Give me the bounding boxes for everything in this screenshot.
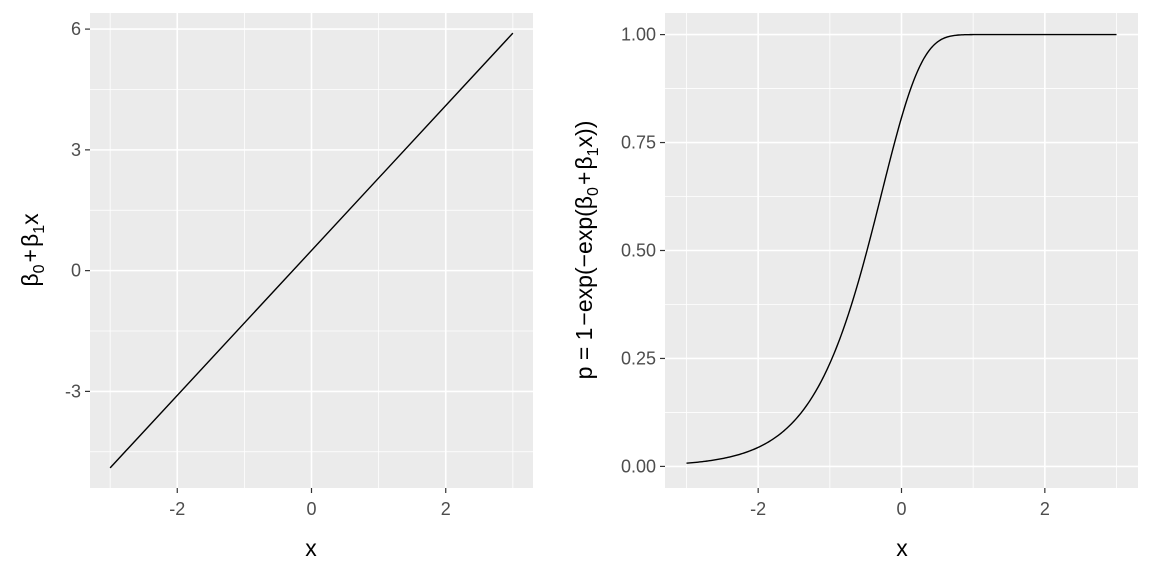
- left-ylabel-x: x: [17, 213, 43, 225]
- right-x-axis-title: x: [896, 535, 908, 561]
- right-series-line: [686, 33, 1117, 464]
- left-y-tick-label: 6: [71, 19, 81, 39]
- right-y-tick-label: 1.00: [621, 25, 656, 45]
- right-x-tick-label: 0: [896, 499, 906, 519]
- right-ylabel-beta0: β: [571, 196, 597, 209]
- right-y-axis-title: p = 1−exp(−exp(β0+β1x)): [571, 121, 602, 380]
- right-grid: [665, 13, 1138, 488]
- left-x-tick-label: 2: [441, 499, 451, 519]
- right-y-tick-label: 0.50: [621, 241, 656, 261]
- left-ylabel-sub1: 1: [31, 225, 48, 234]
- left-x-axis-title: x: [305, 535, 317, 561]
- left-series: [109, 32, 514, 469]
- right-y-tick-label: 0.00: [621, 456, 656, 476]
- left-y-tick-label: 0: [71, 261, 81, 281]
- left-x-tick-label: -2: [169, 499, 185, 519]
- right-ylabel-beta1: β: [571, 156, 597, 169]
- left-y-tick-label: 3: [71, 140, 81, 160]
- right-ylabel-sub1: 1: [585, 147, 602, 156]
- left-ylabel-sub0: 0: [31, 264, 48, 273]
- right-ylabel-xclose: x)): [571, 121, 597, 148]
- right-ylabel-sub0: 0: [585, 187, 602, 196]
- right-y-tick-label: 0.75: [621, 133, 656, 153]
- right-y-tick-label: 0.25: [621, 348, 656, 368]
- right-ticks: -2 0 2 0.00 0.25 0.50 0.75 1.00: [621, 25, 1050, 519]
- left-ylabel-plus: +: [17, 249, 43, 262]
- right-ylabel-plus: +: [571, 172, 597, 185]
- right-ylabel-minus2: −: [571, 254, 597, 267]
- left-ticks: -2 0 2 -3 0 3 6: [65, 19, 451, 519]
- right-ylabel-exp1: exp(: [571, 267, 597, 312]
- right-x-tick-label: -2: [750, 499, 766, 519]
- left-y-axis-title: β0+β1x: [17, 213, 48, 287]
- right-plot: -2 0 20.000.250.500.751.00 x p = 1−exp(−ex…: [571, 13, 1138, 561]
- right-ylabel-minus: −: [571, 312, 597, 325]
- left-ylabel-beta1: β: [17, 234, 43, 247]
- left-x-tick-label: 0: [306, 499, 316, 519]
- right-ylabel-exp2: exp(: [571, 209, 597, 254]
- right-series: [686, 33, 1117, 464]
- right-ylabel-prefix: p = 1: [571, 328, 597, 380]
- right-x-tick-label: 2: [1040, 499, 1050, 519]
- left-series-line: [109, 32, 514, 469]
- left-ylabel-beta0: β: [17, 273, 43, 286]
- left-y-tick-label: -3: [65, 381, 81, 401]
